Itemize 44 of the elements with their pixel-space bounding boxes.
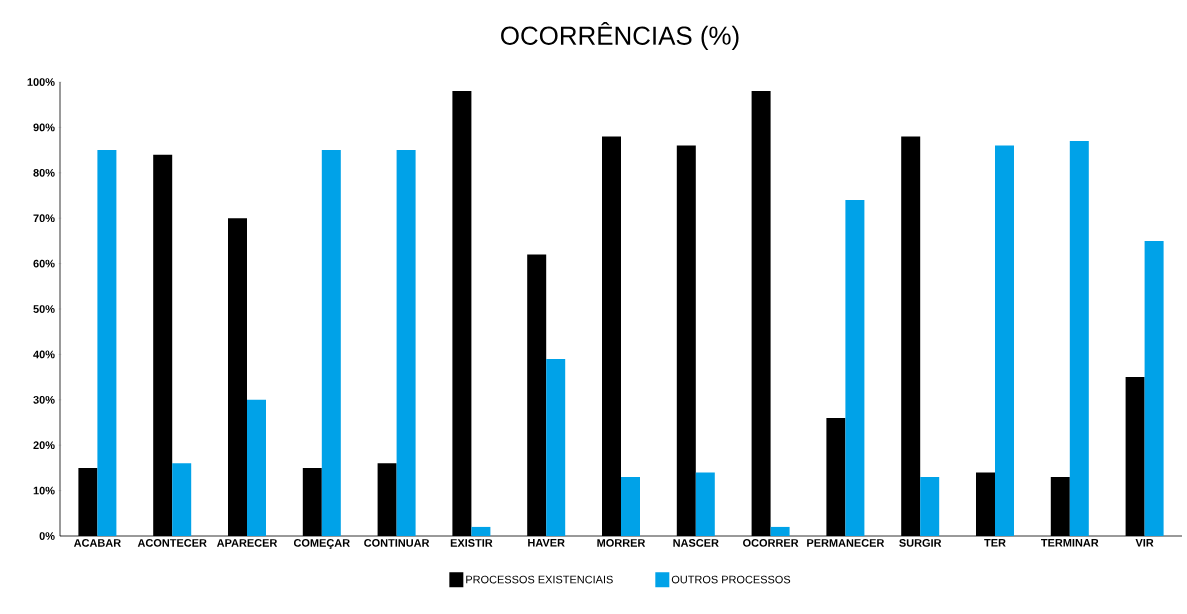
- bar: [695, 472, 715, 536]
- x-tick-label: VIR: [1135, 539, 1154, 547]
- bar: [172, 463, 192, 536]
- x-tick-label: HAVER: [528, 539, 565, 547]
- bar: [97, 150, 117, 536]
- bar: [845, 200, 865, 536]
- y-tick-label: 60%: [33, 259, 55, 268]
- legend-label: OUTROS PROCESSOS: [671, 575, 791, 584]
- x-tick-label: MORRER: [597, 539, 646, 547]
- bar: [471, 526, 491, 536]
- x-tick-label: PERMANECER: [807, 539, 885, 547]
- x-tick-label: ACABAR: [73, 539, 121, 547]
- y-tick-label: 90%: [33, 123, 55, 132]
- bar: [546, 358, 566, 536]
- x-tick-label: NASCER: [673, 539, 719, 547]
- x-tick-label: CONTINUAR: [364, 539, 430, 547]
- y-tick-label: 50%: [33, 305, 55, 313]
- x-tick-label: OCORRER: [743, 539, 799, 547]
- legend-label: PROCESSOS EXISTENCIAIS: [466, 575, 613, 584]
- y-tick-label: 40%: [33, 350, 55, 359]
- bar: [1069, 141, 1089, 536]
- y-tick-label: 0%: [39, 532, 55, 540]
- y-tick-label: 20%: [33, 441, 55, 450]
- bar: [321, 150, 341, 536]
- y-tick-label: 30%: [33, 395, 55, 404]
- y-tick-label: 80%: [33, 168, 55, 177]
- bar: [770, 526, 790, 536]
- y-tick-label: 10%: [33, 486, 55, 495]
- bar: [621, 476, 640, 536]
- bar: [920, 476, 940, 536]
- bar: [247, 399, 266, 536]
- x-tick-label: APARECER: [216, 539, 278, 547]
- x-tick-label: SURGIR: [899, 539, 942, 547]
- bar: [1144, 240, 1164, 536]
- chart-title: OCORRÊNCIAS (%): [501, 21, 739, 50]
- x-tick-label: EXISTIR: [450, 539, 493, 547]
- y-tick-label: 70%: [33, 214, 55, 223]
- x-tick-label: TERMINAR: [1041, 539, 1099, 547]
- x-tick-label: ACONTECER: [137, 539, 207, 547]
- y-tick-label: 100%: [27, 78, 55, 86]
- x-tick-label: COMEÇAR: [293, 539, 350, 549]
- x-tick-label: TER: [984, 539, 1006, 547]
- bar: [995, 145, 1014, 536]
- bar: [396, 150, 416, 536]
